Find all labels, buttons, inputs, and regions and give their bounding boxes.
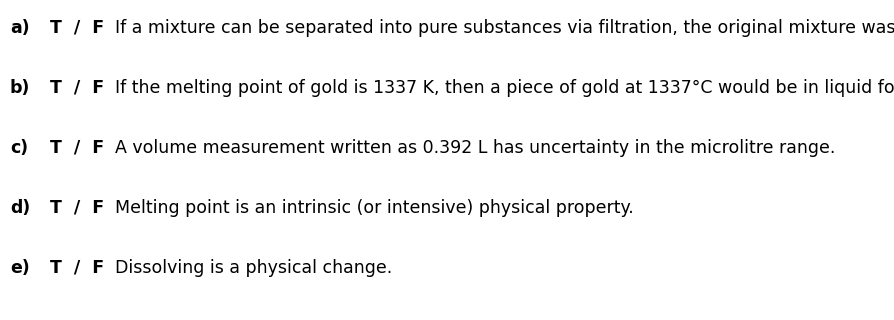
Text: a): a) — [10, 19, 30, 37]
Text: T  /  F: T / F — [50, 259, 104, 277]
Text: A volume measurement written as 0.392 L has uncertainty in the microlitre range.: A volume measurement written as 0.392 L … — [114, 139, 834, 157]
Text: T  /  F: T / F — [50, 139, 104, 157]
Text: T  /  F: T / F — [50, 79, 104, 97]
Text: Melting point is an intrinsic (or intensive) physical property.: Melting point is an intrinsic (or intens… — [114, 199, 633, 217]
Text: c): c) — [10, 139, 28, 157]
Text: If the melting point of gold is 1337 K, then a piece of gold at 1337°C would be : If the melting point of gold is 1337 K, … — [114, 79, 894, 97]
Text: T  /  F: T / F — [50, 19, 104, 37]
Text: T  /  F: T / F — [50, 199, 104, 217]
Text: d): d) — [10, 199, 30, 217]
Text: Dissolving is a physical change.: Dissolving is a physical change. — [114, 259, 392, 277]
Text: b): b) — [10, 79, 30, 97]
Text: e): e) — [10, 259, 30, 277]
Text: If a mixture can be separated into pure substances via filtration, the original : If a mixture can be separated into pure … — [114, 19, 894, 37]
